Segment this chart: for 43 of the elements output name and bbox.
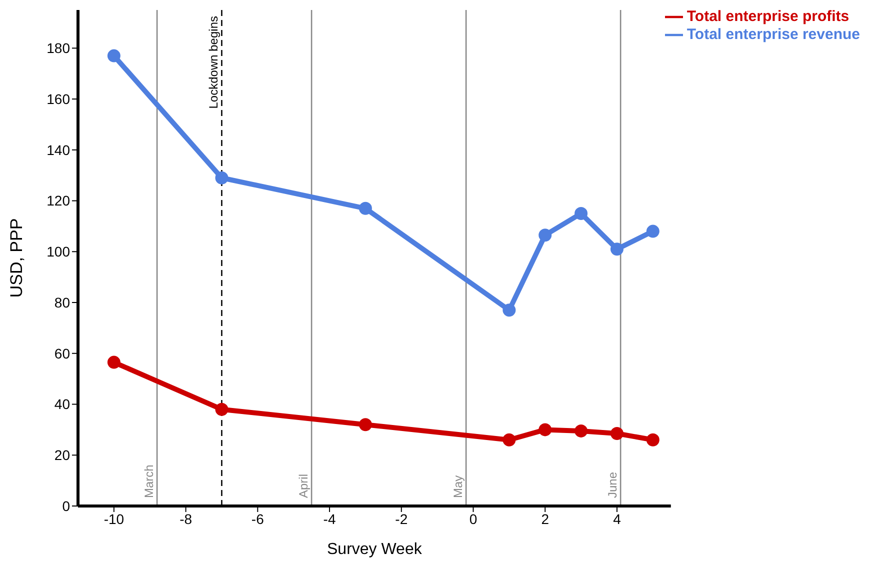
point (215, 402, 228, 416)
x-tick-label: -4 (323, 510, 336, 527)
y-tick-label: 100 (46, 244, 70, 260)
point (107, 49, 120, 62)
y-axis-title: USD, PPP (7, 218, 26, 298)
y-tick-label: 60 (54, 345, 70, 362)
point (502, 304, 516, 317)
ref-line-label: April (296, 474, 311, 498)
ref-line-label: Lockdown begins (206, 16, 221, 109)
y-tick-label: 40 (54, 396, 70, 412)
ref-line-label: March (142, 464, 156, 498)
point (646, 224, 660, 238)
x-tick-label: 2 (541, 510, 550, 527)
point (538, 228, 552, 242)
y-tick-label: 140 (46, 142, 70, 158)
y-tick-label: 80 (54, 294, 70, 310)
legend-label: Total enterprise profits (686, 8, 850, 26)
ref-line-label: June (606, 472, 620, 498)
point (610, 242, 624, 256)
point (574, 424, 588, 438)
legend-label: Total enterprise revenue (686, 26, 860, 44)
y-tick-label: 120 (46, 192, 70, 209)
x-tick-label: -10 (104, 510, 124, 527)
point (358, 418, 372, 432)
ref-line-label: May (451, 475, 466, 498)
y-tick-label: 0 (62, 498, 70, 514)
y-tick-label: 160 (46, 90, 70, 107)
point (538, 423, 552, 436)
point (502, 433, 516, 446)
point (358, 202, 372, 215)
x-axis-title: Survey Week (327, 541, 423, 558)
x-tick-label: -2 (395, 510, 408, 527)
point (610, 427, 624, 440)
point (646, 433, 660, 446)
x-tick-label: 0 (469, 510, 478, 527)
x-tick-label: 4 (613, 510, 622, 527)
y-tick-label: 20 (54, 447, 70, 464)
point (574, 206, 588, 220)
x-tick-label: -8 (180, 510, 192, 527)
point (107, 356, 120, 369)
point (215, 171, 228, 184)
x-tick-label: -6 (251, 510, 264, 527)
y-tick-label: 180 (46, 40, 70, 56)
